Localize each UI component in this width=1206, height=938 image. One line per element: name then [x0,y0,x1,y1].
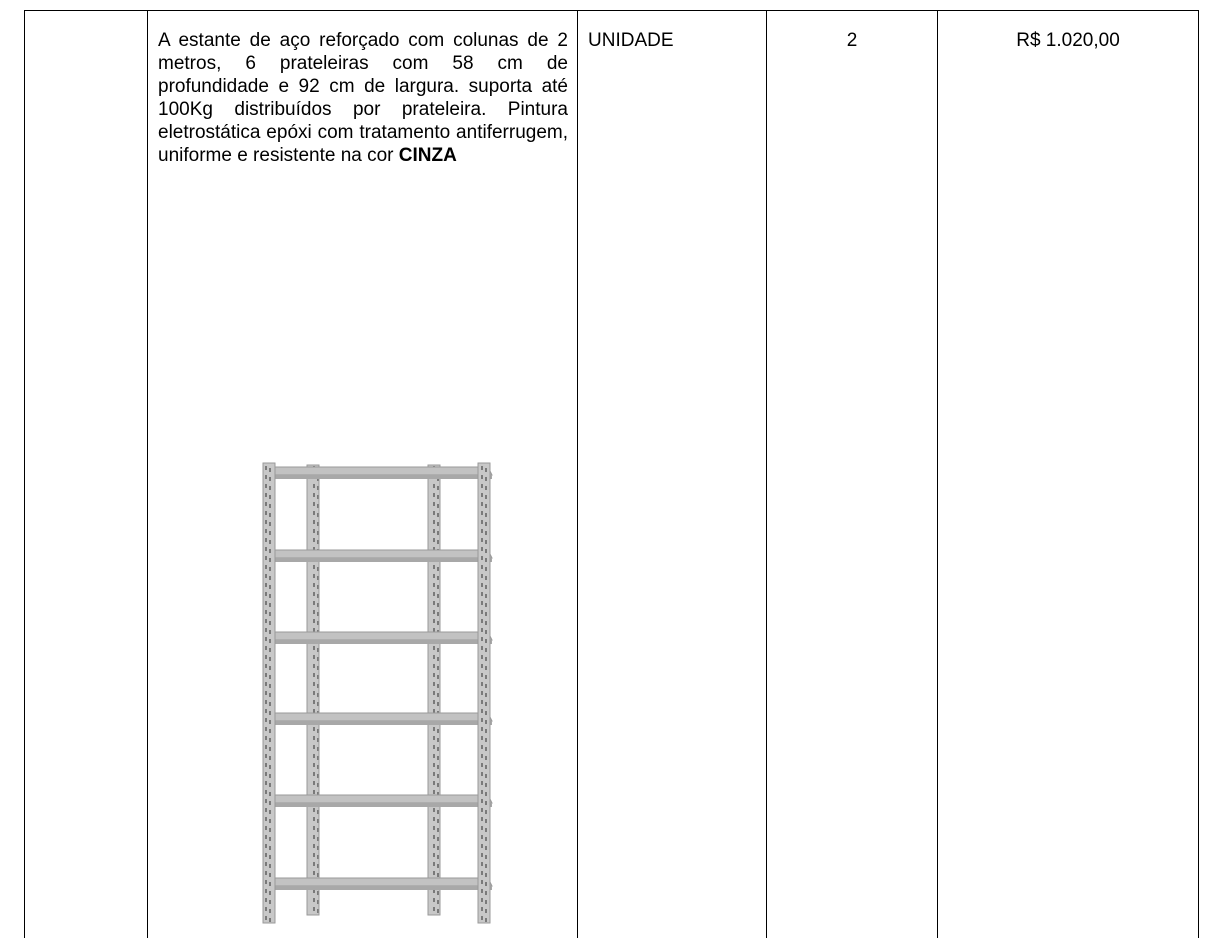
shelf-part [267,712,493,722]
quantity: 2 [846,30,858,51]
shelf-part [477,462,491,924]
table-border [766,10,767,938]
shelf-part [267,466,493,476]
shelf-part [427,464,441,916]
table-border [577,10,578,938]
shelf-part [267,631,493,641]
table-border [937,10,938,938]
shelf-part [268,721,492,725]
shelf-part [268,558,492,562]
shelf-part [268,640,492,644]
shelf-part [268,803,492,807]
shelf-part [267,794,493,804]
shelf-part [268,475,492,479]
table-border [24,10,1199,11]
shelf-part [268,886,492,890]
shelf-image [262,462,493,924]
shelf-part [267,877,493,887]
table-border [147,10,148,938]
shelf-part [306,464,320,916]
table-border [24,10,25,938]
description: A estante de aço reforçado com colunas d… [158,30,568,166]
description-cell: A estante de aço reforçado com colunas d… [158,29,568,167]
color-name: CINZA [398,145,457,166]
table-border [1198,10,1199,938]
price: R$ 1.020,00 [1016,30,1120,51]
shelf-part [267,549,493,559]
shelf-part [262,462,276,924]
unit: UNIDADE [588,30,674,51]
